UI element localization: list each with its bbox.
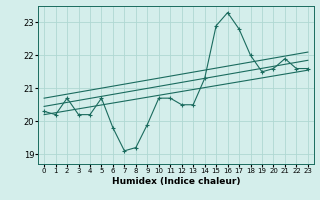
- X-axis label: Humidex (Indice chaleur): Humidex (Indice chaleur): [112, 177, 240, 186]
